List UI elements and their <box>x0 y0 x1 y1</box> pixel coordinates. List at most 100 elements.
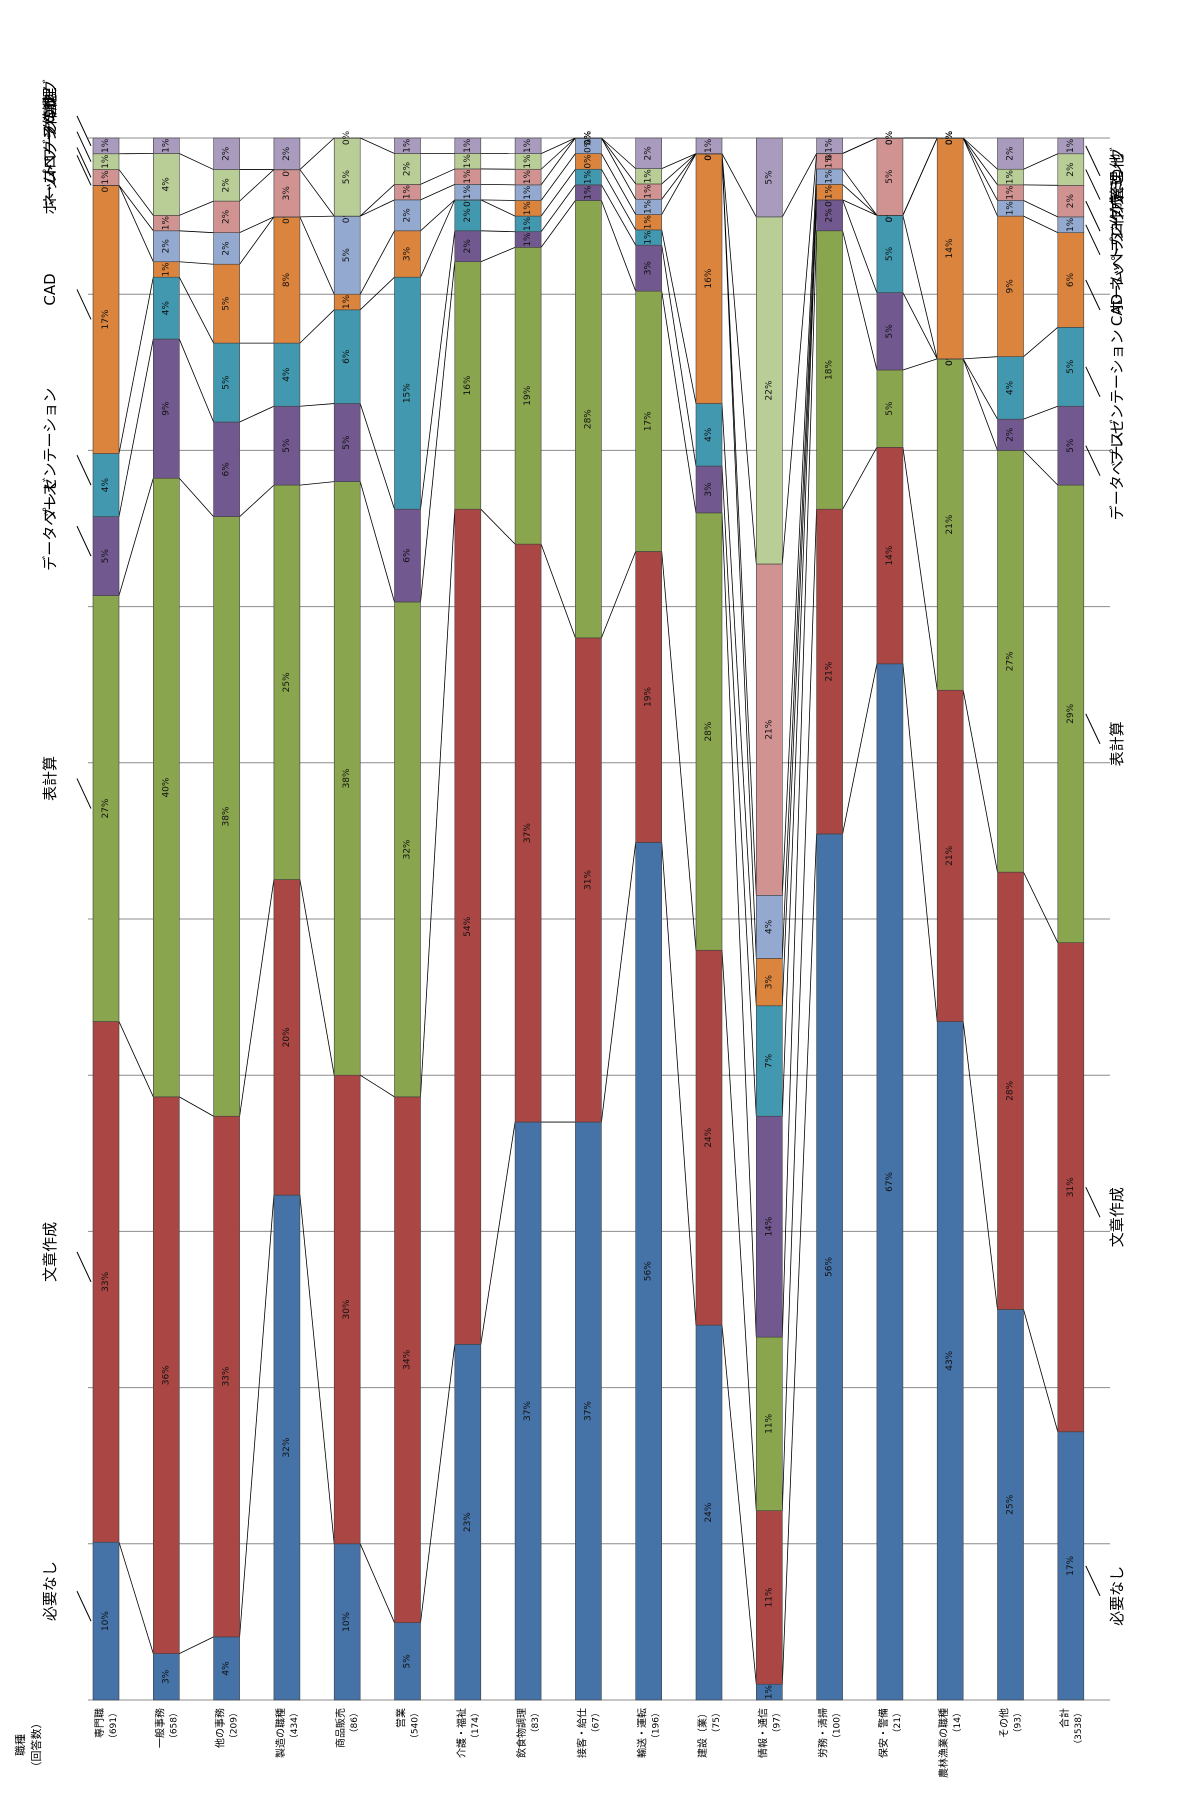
category-label: 接客・給仕 （67） <box>575 1708 601 1758</box>
bar-segment <box>454 1343 482 1701</box>
bar-segment <box>333 137 361 217</box>
bar-segment <box>454 137 482 154</box>
series-connector <box>781 184 817 959</box>
data-label: 1% <box>523 169 533 184</box>
data-label: 2% <box>1066 194 1076 209</box>
bar-stack: 56%19%17%3%1%1%1%1%1%2% <box>635 137 663 1701</box>
data-label: 0% <box>945 130 955 145</box>
data-label: 1% <box>523 185 533 200</box>
data-label: 33% <box>222 1366 232 1386</box>
series-connector <box>118 1542 154 1654</box>
series-callout-right: 必要なし <box>1108 1566 1126 1626</box>
callout-arrow <box>76 525 92 557</box>
data-label: 2% <box>222 241 232 256</box>
data-label: 1% <box>825 154 835 169</box>
data-label: 3% <box>764 975 774 990</box>
bar-segment <box>816 137 843 154</box>
bar-segment <box>695 137 723 154</box>
data-label: 3% <box>282 186 292 201</box>
category-count: （691） <box>108 1708 119 1743</box>
bar-segment <box>876 215 904 293</box>
series-connector <box>359 1074 395 1098</box>
category-label: 介護・福祉 （174） <box>455 1708 481 1758</box>
callout-arrow <box>76 131 92 162</box>
data-label: 2% <box>463 208 473 223</box>
callout-arrow <box>1085 445 1101 476</box>
data-label: 5% <box>764 170 774 185</box>
bar-segment <box>876 447 904 665</box>
series-connector <box>179 477 214 517</box>
series-connector <box>842 447 878 510</box>
callout-arrow <box>76 289 92 320</box>
data-label: 1% <box>825 138 835 153</box>
series-connector <box>661 153 697 169</box>
axis-title-line-2: （回答数） <box>29 1718 43 1773</box>
data-label: 1% <box>644 199 654 214</box>
series-connector <box>420 199 456 232</box>
series-connector <box>902 137 938 216</box>
data-label: 1% <box>644 169 654 184</box>
series-connector <box>420 168 455 185</box>
bar-segment <box>755 895 783 959</box>
data-label: 5% <box>885 401 895 416</box>
data-label: 1% <box>403 185 413 200</box>
category-count: （174） <box>470 1708 481 1743</box>
data-label: 1% <box>523 216 533 231</box>
data-label: 24% <box>704 1502 714 1522</box>
data-label: 1% <box>101 154 111 169</box>
series-connector <box>540 184 576 232</box>
series-connector <box>359 230 395 295</box>
bar-segment <box>755 216 783 565</box>
data-label: 5% <box>101 549 111 564</box>
bar-segment <box>755 137 783 218</box>
data-label: 1% <box>704 138 714 153</box>
series-connector <box>781 153 817 218</box>
series-connector <box>661 551 697 951</box>
series-connector <box>601 137 636 169</box>
data-label: 21% <box>825 661 835 681</box>
callout-arrow <box>76 115 92 147</box>
data-label: 4% <box>222 1661 232 1676</box>
bar-stack: 3% 36% 40% 9% 4% 1% 2% 1% 4% 1% <box>153 137 180 1701</box>
data-label: 5% <box>885 246 895 261</box>
data-label: 56% <box>644 1261 654 1281</box>
bar-segment <box>333 481 361 1076</box>
callout-arrow <box>76 454 92 486</box>
data-label: 5% <box>1066 438 1076 453</box>
bar-segment <box>695 153 723 404</box>
category-name: 一般事務 <box>153 1708 166 1748</box>
series-callout-right: 文章作成 <box>1108 1187 1126 1247</box>
bar-segment <box>1057 1431 1085 1701</box>
bar-segment <box>635 137 663 169</box>
callout-arrow <box>1085 279 1101 311</box>
category-labels: 専門職 （691） 一般事務 （658） 他の事務 （209） 製造の職種 （434） 商品販売… <box>94 1708 1084 1778</box>
bar-segment <box>1057 137 1085 155</box>
callout-arrow <box>76 778 92 809</box>
data-label: 67% <box>885 1171 895 1191</box>
category-count: （97） <box>771 1708 782 1737</box>
series-connector <box>118 185 154 262</box>
data-label: 11% <box>764 1587 774 1607</box>
series-connector <box>480 246 516 263</box>
data-label: 21% <box>945 514 955 534</box>
bar-segment <box>635 290 663 552</box>
series-connector <box>1023 450 1059 486</box>
bar-segment <box>876 369 904 448</box>
category-count: （100） <box>832 1708 843 1743</box>
data-label: 24% <box>704 1127 714 1147</box>
series-connector <box>299 137 335 170</box>
bar-stack: 4% 33% 38% 6% 5% 5% 2% 2% 2% 2% <box>213 137 240 1701</box>
callout-arrow <box>1085 224 1101 255</box>
data-label: 9% <box>1006 279 1016 294</box>
data-label: 0% <box>583 130 593 145</box>
series-connector <box>299 309 335 344</box>
bar-segment <box>514 137 542 154</box>
series-connector <box>179 1096 214 1117</box>
category-count: （196） <box>651 1708 662 1743</box>
category-name: 建設（業） <box>696 1708 709 1758</box>
data-label: 34% <box>403 1349 413 1369</box>
series-connector <box>842 663 878 835</box>
data-label: 1% <box>825 169 835 184</box>
data-label: 28% <box>704 721 714 741</box>
bar-segment <box>575 637 602 1123</box>
